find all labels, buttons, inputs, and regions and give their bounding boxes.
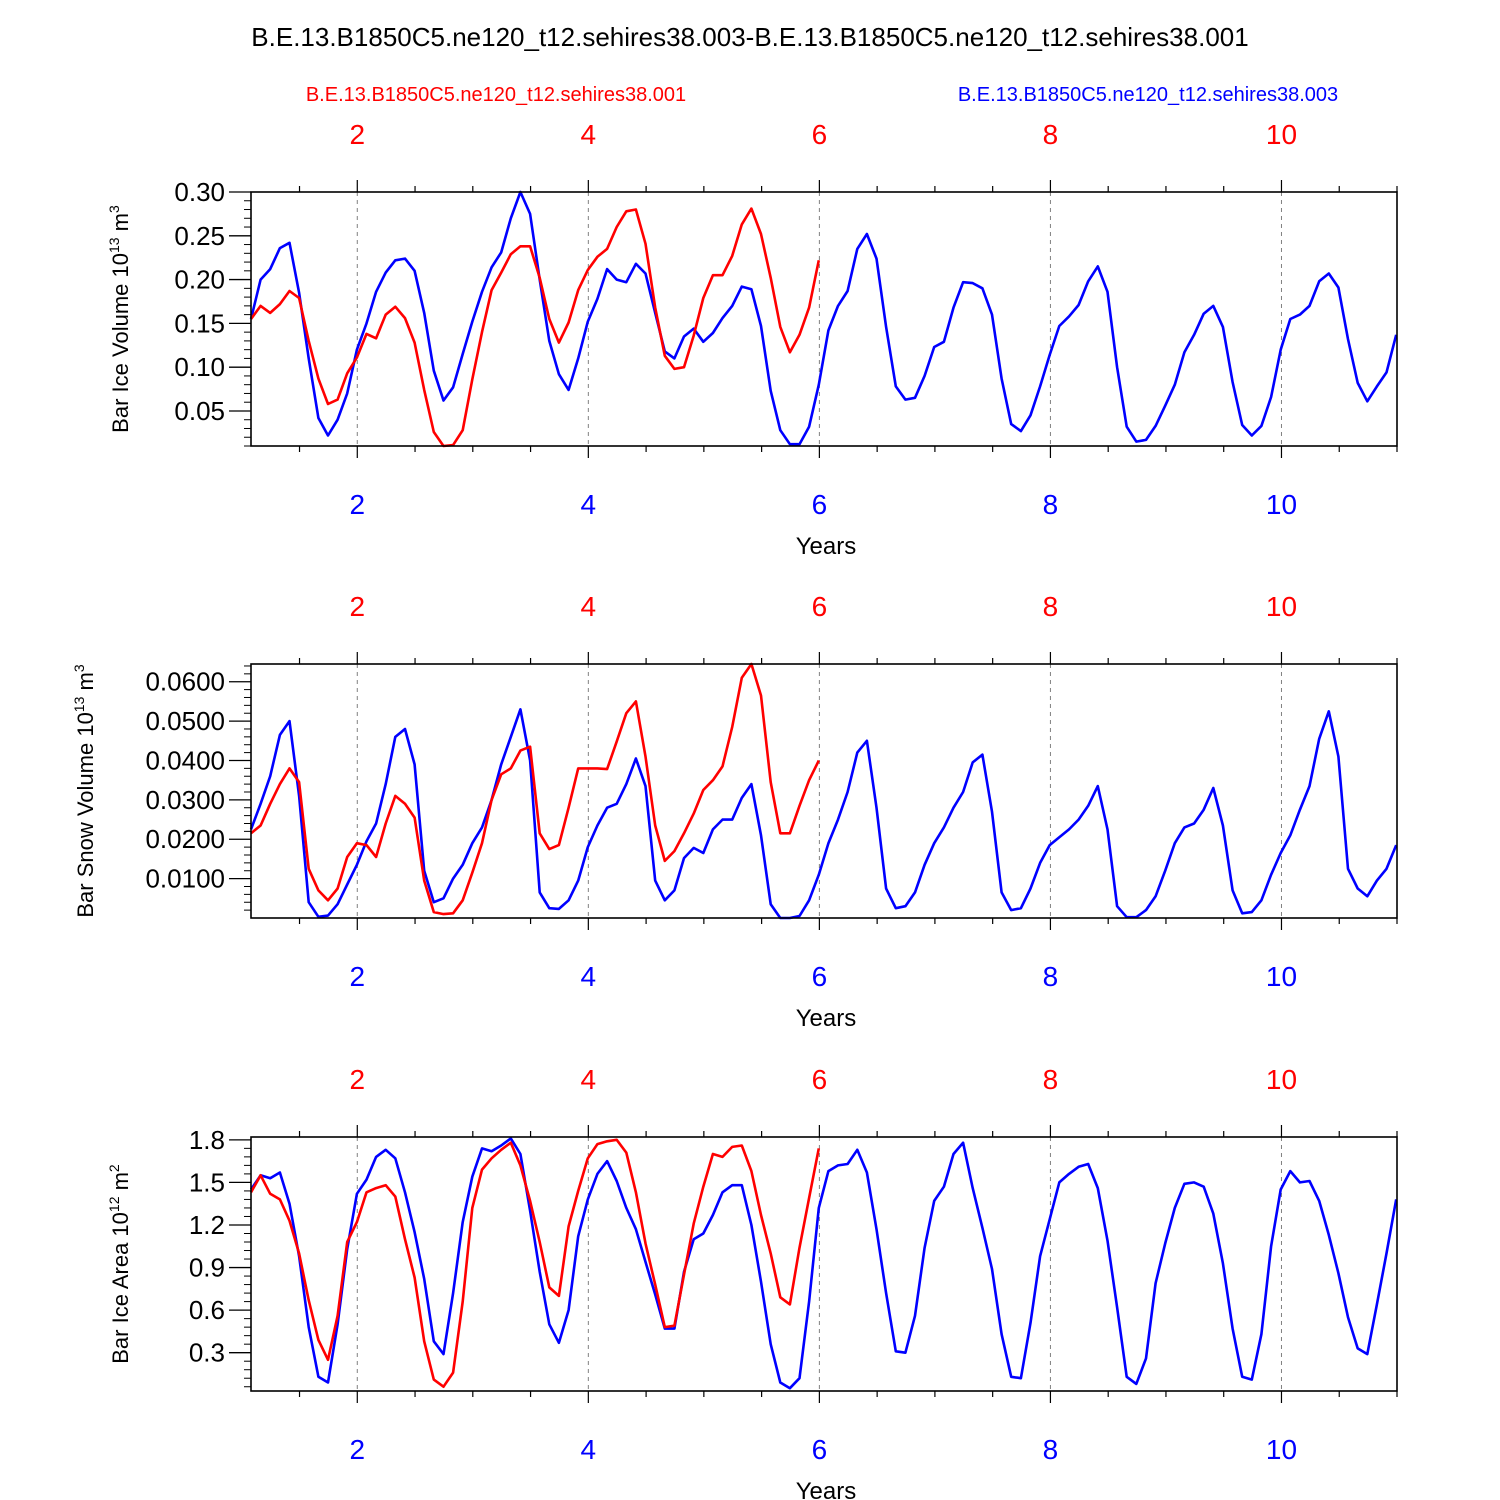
y-axis-label: Bar Snow Volume 1013 m3 — [71, 664, 98, 918]
y-axis-label-superscript: 13 — [106, 237, 122, 253]
y-tick-label: 0.25 — [174, 221, 225, 251]
y-axis-label-superscript: 13 — [71, 696, 87, 712]
y-tick-label: 0.6 — [189, 1295, 225, 1325]
y-axis-label-part: m — [73, 672, 98, 696]
y-axis-label-superscript: 12 — [106, 1196, 122, 1212]
x-tick-label-bottom: 4 — [581, 961, 597, 992]
x-axis-label: Years — [796, 533, 857, 560]
y-tick-label: 0.0200 — [145, 824, 225, 854]
x-tick-label-top: 6 — [812, 119, 828, 150]
x-tick-label-top: 2 — [349, 119, 365, 150]
x-tick-label-bottom: 10 — [1266, 489, 1297, 520]
x-tick-label-bottom: 8 — [1043, 1434, 1059, 1465]
y-tick-label: 0.0500 — [145, 706, 225, 736]
chart-panel-2: 0.0100 0.0200 0.0300 0.0400 0.0500 0.0600 2 2 4 4… — [71, 591, 1398, 1032]
x-tick-label-bottom: 2 — [349, 489, 365, 520]
x-tick-label-top: 10 — [1266, 1064, 1297, 1095]
y-axis-label: Bar Ice Volume 1013 m3 — [106, 205, 133, 433]
x-tick-label-top: 8 — [1043, 119, 1059, 150]
chart-panel-3: 0.3 0.6 0.9 1.2 1.5 1.8 2 2 4 4 6 6 8 8 10 10 Years Bar I… — [106, 1064, 1398, 1500]
x-axis-label: Years — [796, 1005, 857, 1032]
y-axis-label-part: m — [108, 1172, 133, 1196]
y-tick-label: 0.0100 — [145, 864, 225, 894]
figure-title: B.E.13.B1850C5.ne120_t12.sehires38.003-B… — [251, 22, 1248, 52]
x-tick-label-top: 4 — [581, 591, 597, 622]
x-tick-label-bottom: 4 — [581, 489, 597, 520]
y-axis-label-part: m — [108, 213, 133, 237]
plot-frame — [250, 191, 1398, 447]
series-line-run001 — [249, 207, 821, 448]
x-tick-label-bottom: 8 — [1043, 489, 1059, 520]
x-tick-label-bottom: 6 — [812, 1434, 828, 1465]
x-tick-label-bottom: 10 — [1266, 961, 1297, 992]
series-line-run001 — [250, 662, 820, 916]
y-tick-label: 0.10 — [174, 352, 225, 382]
panels: 0.05 0.10 0.15 0.20 0.25 0.30 2 2 4 4 6 6 8 8 10 10 Year… — [71, 119, 1398, 1500]
legend-run003: B.E.13.B1850C5.ne120_t12.sehires38.003 — [958, 84, 1338, 106]
x-tick-label-top: 6 — [812, 1064, 828, 1095]
y-tick-label: 0.05 — [174, 396, 225, 426]
series-line-run003 — [249, 190, 1398, 446]
y-tick-label: 0.9 — [189, 1253, 225, 1283]
y-axis-label-part: Bar Ice Area 10 — [108, 1212, 133, 1364]
series-line-run003 — [249, 707, 1398, 920]
x-tick-label-bottom: 8 — [1043, 961, 1059, 992]
x-tick-label-top: 4 — [581, 119, 597, 150]
y-tick-label: 0.20 — [174, 265, 225, 295]
series-line-run001 — [249, 1138, 821, 1388]
x-axis-label: Years — [796, 1478, 857, 1500]
y-tick-label: 0.0300 — [145, 785, 225, 815]
chart-panel-1: 0.05 0.10 0.15 0.20 0.25 0.30 2 2 4 4 6 6 8 8 10 10 Year… — [106, 119, 1398, 560]
y-tick-label: 0.30 — [174, 177, 225, 207]
x-tick-label-bottom: 6 — [812, 961, 828, 992]
x-tick-label-top: 4 — [581, 1064, 597, 1095]
x-tick-label-bottom: 10 — [1266, 1434, 1297, 1465]
x-tick-label-bottom: 6 — [812, 489, 828, 520]
y-tick-label: 1.2 — [189, 1210, 225, 1240]
legend-run001: B.E.13.B1850C5.ne120_t12.sehires38.001 — [306, 84, 686, 106]
x-tick-label-bottom: 4 — [581, 1434, 597, 1465]
y-tick-label: 0.15 — [174, 308, 225, 338]
y-axis-label: Bar Ice Area 1012 m2 — [106, 1164, 133, 1364]
y-tick-label: 1.8 — [189, 1125, 225, 1155]
plot-frame — [250, 1136, 1398, 1392]
x-tick-label-top: 10 — [1266, 119, 1297, 150]
y-axis-label-part: Bar Ice Volume 10 — [108, 253, 133, 433]
y-axis-label-superscript: 3 — [71, 664, 87, 672]
x-tick-label-top: 6 — [812, 591, 828, 622]
series-line-run003 — [249, 1137, 1398, 1390]
y-tick-label: 1.5 — [189, 1167, 225, 1197]
x-tick-label-top: 8 — [1043, 1064, 1059, 1095]
y-axis-label-superscript: 3 — [106, 205, 122, 213]
x-tick-label-top: 2 — [349, 591, 365, 622]
x-tick-label-top: 2 — [349, 1064, 365, 1095]
y-tick-label: 0.0400 — [145, 745, 225, 775]
y-tick-label: 0.0600 — [145, 667, 225, 697]
y-axis-label-part: Bar Snow Volume 10 — [73, 712, 98, 917]
x-tick-label-top: 10 — [1266, 591, 1297, 622]
x-tick-label-bottom: 2 — [349, 961, 365, 992]
x-tick-label-bottom: 2 — [349, 1434, 365, 1465]
y-tick-label: 0.3 — [189, 1338, 225, 1368]
y-axis-label-superscript: 2 — [106, 1164, 122, 1172]
plot-frame — [250, 663, 1398, 919]
x-tick-label-top: 8 — [1043, 591, 1059, 622]
